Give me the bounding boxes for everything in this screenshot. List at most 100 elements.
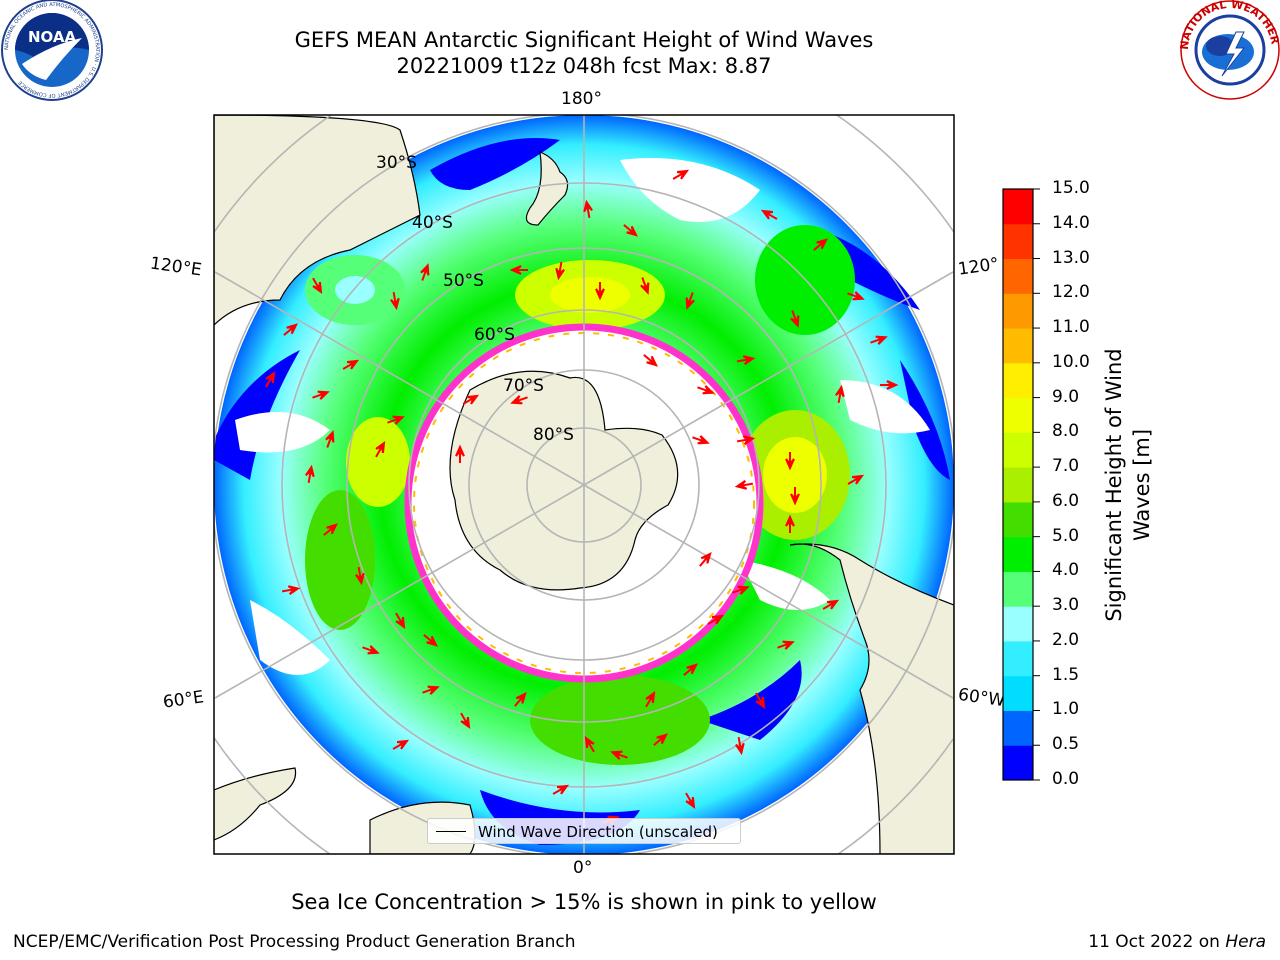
- wind-wave-arrow-icon: [423, 634, 439, 647]
- wind-wave-arrows: [265, 169, 899, 825]
- wind-wave-arrow-icon: [755, 692, 766, 710]
- chart-subtitle: 20221009 t12z 048h fcst Max: 8.87: [396, 54, 772, 78]
- wind-wave-arrow-icon: [552, 784, 570, 795]
- wind-wave-arrow-icon: [390, 291, 400, 311]
- wind-wave-arrow-icon: [813, 238, 829, 251]
- wind-wave-arrow-icon: [643, 354, 659, 367]
- wind-wave-arrow-icon: [732, 585, 750, 595]
- chart-title: GEFS MEAN Antarctic Significant Height o…: [294, 28, 874, 52]
- australia: [214, 115, 421, 326]
- map-legend: Wind Wave Direction (unscaled): [427, 818, 741, 844]
- wind-wave-arrow-icon: [583, 199, 593, 219]
- lat-label-60s: 60°S: [474, 325, 515, 345]
- colorbar-tick-label: 4.0: [1052, 560, 1080, 581]
- colorbar-tick-label: 0.5: [1052, 734, 1080, 755]
- lat-label-50s: 50°S: [443, 271, 484, 291]
- wind-wave-arrow-icon: [645, 690, 656, 708]
- wind-wave-arrow-icon: [509, 265, 528, 275]
- colorbar-tick-label: 10.0: [1052, 351, 1090, 372]
- wind-wave-arrow-icon: [392, 739, 410, 750]
- wind-wave-arrow-icon: [362, 645, 380, 655]
- legend-entry: Wind Wave Direction (unscaled): [478, 823, 718, 841]
- lon-label-180: 180°: [561, 89, 602, 109]
- wind-wave-arrow-icon: [777, 640, 795, 650]
- africa: [214, 767, 297, 841]
- wind-wave-arrow-icon: [514, 691, 527, 707]
- colorbar-tick-label: 14.0: [1052, 212, 1090, 233]
- wind-wave-arrow-icon: [785, 514, 795, 533]
- wind-wave-arrow-icon: [822, 599, 840, 610]
- south-america: [789, 543, 954, 854]
- colorbar-tick-label: 0.0: [1052, 769, 1080, 789]
- colorbar-tick-label: 6.0: [1052, 490, 1080, 511]
- wind-wave-arrow-icon: [640, 277, 650, 295]
- legend-line-icon: [436, 831, 466, 832]
- colorbar-tick-label: 13.0: [1052, 247, 1090, 268]
- lat-label-70s: 70°S: [503, 376, 544, 396]
- colorbar-tick-label: 12.0: [1052, 282, 1090, 303]
- wind-wave-arrow-icon: [735, 736, 745, 756]
- colorbar-tick-label: 5.0: [1052, 525, 1080, 546]
- wind-wave-arrow-icon: [653, 733, 669, 746]
- longitude-gridlines: [214, 115, 954, 854]
- wind-wave-arrow-icon: [323, 523, 339, 536]
- wind-wave-arrow-icon: [462, 394, 480, 405]
- antarctica: [449, 370, 679, 591]
- wind-wave-arrow-icon: [325, 430, 335, 448]
- wind-wave-arrow-icon: [685, 292, 695, 310]
- colorbar-tick-label: 8.0: [1052, 421, 1080, 442]
- colorbar-tick-label: 1.5: [1052, 664, 1080, 685]
- wind-wave-arrow-icon: [736, 355, 756, 365]
- wind-wave-arrow-icon: [265, 370, 276, 388]
- lon-label-0: 0°: [573, 858, 593, 878]
- wind-wave-arrow-icon: [870, 335, 888, 345]
- colorbar-tick-label: 15.0: [1052, 178, 1090, 198]
- wind-wave-arrow-icon: [699, 551, 712, 567]
- wind-wave-arrow-icon: [785, 452, 795, 471]
- wind-wave-arrow-icon: [847, 291, 865, 301]
- wind-wave-arrow-icon: [555, 261, 565, 281]
- footer-host: Hera: [1225, 932, 1266, 952]
- colorbar-tick-label: 9.0: [1052, 386, 1080, 407]
- colorbar-tick-label: 3.0: [1052, 595, 1080, 616]
- colorbar-tick-label: 2.0: [1052, 629, 1080, 650]
- sea-ice-caption: Sea Ice Concentration > 15% is shown in …: [291, 890, 877, 914]
- lat-label-30s: 30°S: [376, 153, 417, 173]
- wind-wave-arrow-icon: [510, 395, 528, 405]
- footer-credit: NCEP/EMC/Verification Post Processing Pr…: [13, 932, 576, 952]
- wind-wave-arrow-icon: [281, 585, 301, 595]
- wind-wave-arrow-icon: [880, 380, 899, 390]
- wind-wave-arrow-icon: [835, 384, 845, 404]
- wind-wave-arrow-icon: [697, 385, 715, 395]
- new-zealand: [525, 151, 569, 226]
- colorbar-tick-label: 1.0: [1052, 699, 1080, 720]
- wind-wave-arrow-icon: [422, 685, 440, 695]
- wind-wave-arrow-icon: [790, 310, 800, 328]
- wind-wave-arrow-icon: [355, 566, 365, 586]
- wind-wave-arrow-icon: [584, 735, 595, 753]
- wind-wave-arrow-icon: [707, 614, 725, 625]
- wind-wave-arrow-icon: [623, 224, 639, 237]
- footer-date: 11 Oct 2022 on Hera: [1088, 932, 1266, 952]
- wind-wave-arrow-icon: [420, 263, 430, 281]
- lat-label-40s: 40°S: [412, 213, 453, 233]
- wind-wave-arrow-icon: [387, 415, 405, 425]
- wind-wave-arrow-icon: [847, 474, 865, 485]
- wind-wave-arrow-icon: [283, 323, 299, 336]
- wind-wave-arrow-icon: [312, 390, 330, 400]
- wind-wave-arrow-icon: [312, 277, 323, 295]
- wind-wave-arrow-icon: [610, 750, 628, 760]
- wind-wave-arrow-icon: [692, 435, 710, 445]
- wind-wave-arrow-icon: [734, 480, 754, 490]
- wind-wave-arrow-icon: [342, 359, 360, 370]
- wind-wave-arrow-icon: [455, 444, 465, 463]
- wind-wave-arrow-icon: [375, 440, 386, 458]
- wind-wave-arrow-icon: [683, 663, 699, 676]
- wind-wave-arrow-icon: [736, 435, 756, 445]
- wind-wave-arrow-icon: [760, 209, 778, 220]
- lat-label-80s: 80°S: [533, 425, 574, 445]
- wind-wave-arrow-icon: [395, 612, 406, 630]
- colorbar-tick-label: 11.0: [1052, 317, 1090, 338]
- wind-wave-arrow-icon: [672, 169, 690, 180]
